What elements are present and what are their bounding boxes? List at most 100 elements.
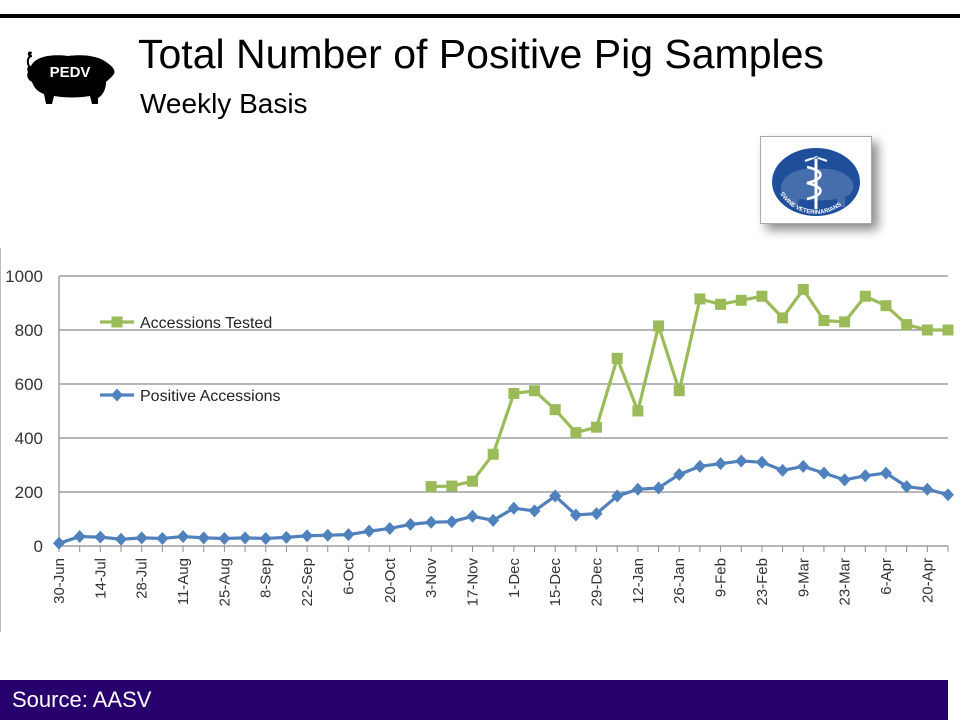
data-point-tested xyxy=(632,405,644,417)
data-point-positive xyxy=(94,530,107,544)
data-point-positive xyxy=(631,482,644,496)
y-tick-label: 0 xyxy=(34,537,43,556)
source-note: Source: AASV xyxy=(12,687,152,712)
data-point-positive xyxy=(197,531,210,545)
data-point-positive xyxy=(53,536,65,550)
legend-label: Accessions Tested xyxy=(140,315,272,332)
data-point-tested xyxy=(446,480,458,492)
data-point-positive xyxy=(900,480,913,494)
x-tick-label: 20-Oct xyxy=(382,557,399,603)
legend-marker-diamond xyxy=(111,388,123,402)
data-point-tested xyxy=(508,387,520,399)
x-tick-label: 17-Nov xyxy=(464,558,481,607)
data-point-positive xyxy=(776,463,789,477)
data-point-tested xyxy=(611,352,623,364)
data-point-tested xyxy=(570,427,582,439)
data-point-positive xyxy=(549,489,562,503)
aasv-emblem: AMERICAN ASSOCIATION SWINE VETERINARIANS xyxy=(760,136,872,224)
top-rule xyxy=(0,14,960,18)
data-point-tested xyxy=(777,312,789,324)
page-title: Total Number of Positive Pig Samples xyxy=(138,31,824,77)
data-point-tested xyxy=(673,385,685,397)
data-point-positive xyxy=(259,531,272,545)
data-point-tested xyxy=(839,316,851,328)
data-point-positive xyxy=(942,488,954,502)
data-point-tested xyxy=(880,300,892,312)
footer-right-edge xyxy=(948,680,960,720)
x-tick-label: 14-Jul xyxy=(92,558,109,599)
legend-label: Positive Accessions xyxy=(140,388,281,405)
x-tick-label: 6-Apr xyxy=(878,558,895,595)
data-point-positive xyxy=(921,482,934,496)
x-tick-label: 6-Oct xyxy=(340,557,357,595)
x-tick-label: 1-Dec xyxy=(506,558,523,599)
x-tick-label: 25-Aug xyxy=(216,558,233,606)
x-tick-label: 23-Feb xyxy=(754,558,771,606)
data-point-tested xyxy=(715,298,727,310)
data-point-positive xyxy=(735,454,748,468)
x-tick-label: 26-Jan xyxy=(671,558,688,604)
data-point-positive xyxy=(301,529,314,543)
data-point-tested xyxy=(466,475,478,487)
x-tick-label: 9-Feb xyxy=(713,558,730,597)
data-point-positive xyxy=(342,528,355,542)
data-point-tested xyxy=(735,294,747,306)
data-point-tested xyxy=(653,320,665,332)
series-line-2 xyxy=(58,459,949,545)
data-point-positive xyxy=(859,469,872,483)
data-point-positive xyxy=(218,531,231,545)
data-point-tested xyxy=(859,290,871,302)
data-point-tested xyxy=(487,448,499,460)
pedv-logo-text: PEDV xyxy=(50,64,91,81)
data-point-positive xyxy=(673,467,686,481)
data-point-positive xyxy=(611,489,624,503)
data-point-positive xyxy=(425,515,438,529)
data-point-tested xyxy=(797,284,809,295)
data-point-positive xyxy=(404,517,417,531)
data-point-positive xyxy=(73,530,86,544)
data-point-tested xyxy=(818,315,830,327)
data-point-positive xyxy=(507,501,520,515)
data-point-positive xyxy=(590,507,603,521)
x-tick-label: 8-Sep xyxy=(258,558,275,598)
x-tick-label: 9-Mar xyxy=(795,558,812,597)
data-point-positive xyxy=(652,481,665,495)
data-point-positive xyxy=(569,508,582,522)
pig-silhouette-icon: PEDV xyxy=(26,51,115,104)
x-tick-label: 15-Dec xyxy=(547,558,564,607)
y-tick-label: 200 xyxy=(15,483,43,502)
data-point-positive xyxy=(528,504,541,518)
footer-bar: Source: AASV xyxy=(0,680,960,720)
x-tick-label: 22-Sep xyxy=(299,558,316,606)
y-tick-label: 400 xyxy=(15,429,43,448)
x-tick-label: 11-Aug xyxy=(175,558,192,605)
legend-marker-square xyxy=(111,316,123,328)
data-point-positive xyxy=(239,531,252,545)
x-tick-label: 20-Apr xyxy=(919,558,936,603)
x-tick-label: 23-Mar xyxy=(837,558,854,606)
data-point-positive xyxy=(755,455,768,469)
y-tick-label: 600 xyxy=(15,375,43,394)
data-point-positive xyxy=(383,521,396,535)
line-chart: 0 200 400 600 800 1000 30-Jun 14-Jul 28-Jul 11-Au… xyxy=(0,248,960,632)
chart-svg: 0 200 400 600 800 1000 30-Jun 14-Jul 28-Jul 11-Au… xyxy=(0,248,954,632)
data-point-tested xyxy=(549,404,561,416)
x-tick-label: 29-Dec xyxy=(589,558,606,607)
data-point-positive xyxy=(466,509,479,523)
data-point-positive xyxy=(714,457,727,471)
y-tick-label: 800 xyxy=(15,321,43,340)
data-point-positive xyxy=(445,515,458,529)
data-point-positive xyxy=(693,459,706,473)
data-point-positive xyxy=(115,532,128,546)
data-point-tested xyxy=(756,290,768,302)
x-tick-label: 28-Jul xyxy=(134,558,151,599)
data-point-tested xyxy=(425,481,437,493)
x-tick-label: 12-Jan xyxy=(630,558,647,604)
data-point-positive xyxy=(156,531,169,545)
x-tick-label: 30-Jun xyxy=(51,558,68,604)
data-point-tested xyxy=(529,385,541,397)
pedv-pig-logo: PEDV xyxy=(22,48,118,106)
data-point-positive xyxy=(838,473,851,487)
data-point-positive xyxy=(879,466,892,480)
x-tick-label: 3-Nov xyxy=(423,558,440,599)
